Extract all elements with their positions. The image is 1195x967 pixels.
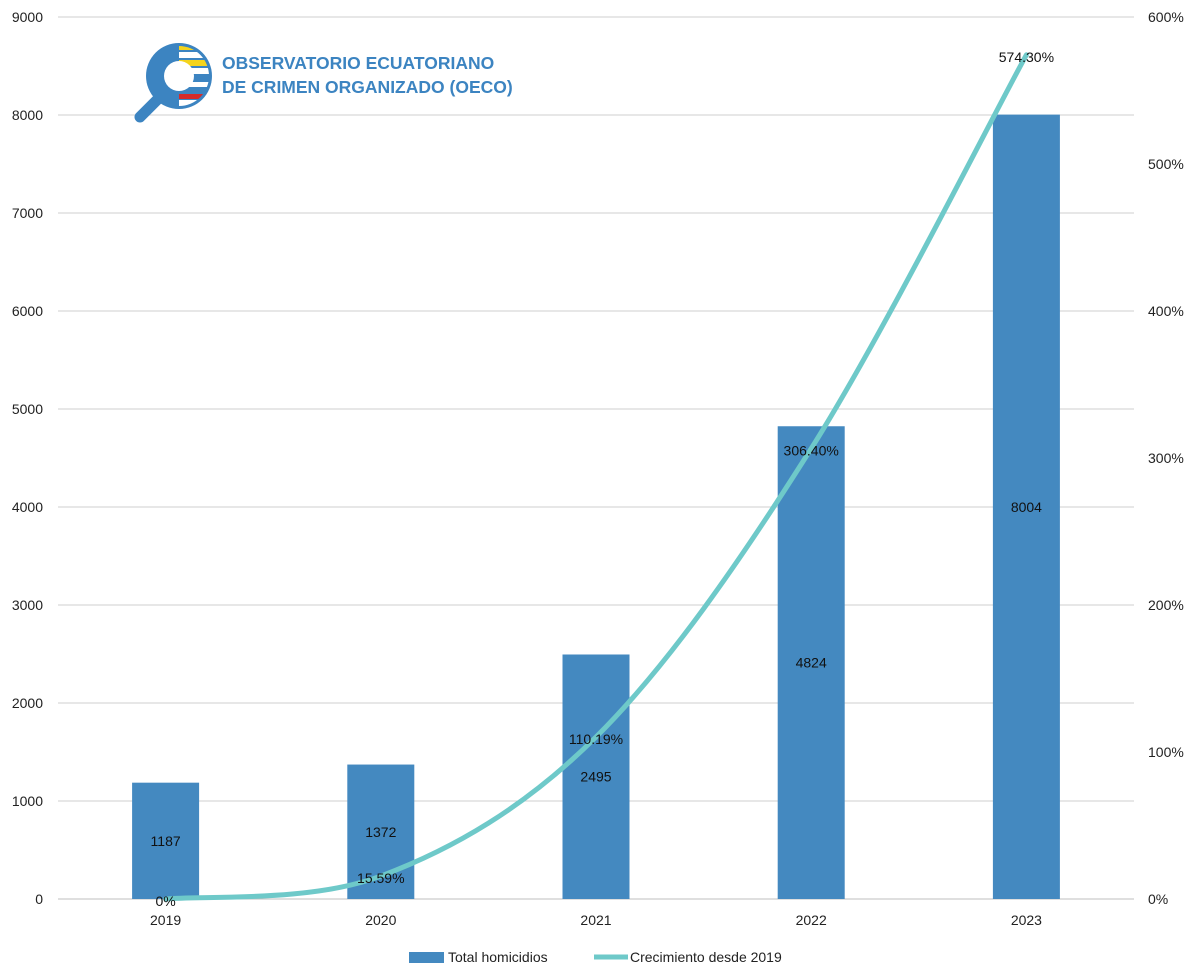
y-left-tick-label: 9000 xyxy=(12,9,43,25)
x-tick-label: 2023 xyxy=(1011,912,1042,928)
y-axis-left: 0 1000 2000 3000 4000 5000 6000 7000 8000 9000 xyxy=(12,9,43,907)
y-right-tick-label: 400% xyxy=(1148,303,1184,319)
line-value-label: 0% xyxy=(155,893,175,909)
y-left-tick-label: 8000 xyxy=(12,107,43,123)
y-right-tick-label: 200% xyxy=(1148,597,1184,613)
x-tick-label: 2020 xyxy=(365,912,396,928)
bar xyxy=(562,654,630,899)
bar-value-label: 2495 xyxy=(580,769,611,785)
line-value-label: 574.30% xyxy=(999,49,1054,65)
logo-title-line1: OBSERVATORIO ECUATORIANO xyxy=(222,53,494,73)
bar-value-label: 1372 xyxy=(365,824,396,840)
y-left-tick-label: 0 xyxy=(35,891,43,907)
line-value-label: 110.19% xyxy=(569,731,623,747)
y-left-tick-label: 7000 xyxy=(12,205,43,221)
x-tick-label: 2021 xyxy=(580,912,611,928)
gridlines xyxy=(58,16,1134,900)
y-left-tick-label: 4000 xyxy=(12,499,43,515)
x-tick-label: 2022 xyxy=(796,912,827,928)
bar xyxy=(777,426,845,899)
line-value-label: 15.59% xyxy=(357,870,404,886)
oeco-logo: OBSERVATORIO ECUATORIANO DE CRIMEN ORGAN… xyxy=(134,43,513,123)
legend-label-bar: Total homicidios xyxy=(448,949,548,965)
bar-value-label: 8004 xyxy=(1011,499,1042,515)
bar-data-labels: 1187 1372 2495 4824 8004 xyxy=(151,499,1043,849)
magnifier-icon xyxy=(134,43,212,123)
y-left-tick-label: 6000 xyxy=(12,303,43,319)
logo-title-line2: DE CRIMEN ORGANIZADO (OECO) xyxy=(222,77,513,97)
line-data-labels: 0% 15.59% 110.19% 306.40% 574.30% xyxy=(155,49,1054,909)
bar xyxy=(992,114,1060,899)
y-left-tick-label: 1000 xyxy=(12,793,43,809)
line-crecimiento xyxy=(163,52,1029,902)
y-left-tick-label: 2000 xyxy=(12,695,43,711)
y-axis-right: 0% 100% 200% 300% 400% 500% 600% xyxy=(1148,9,1184,907)
legend-label-line: Crecimiento desde 2019 xyxy=(630,949,782,965)
y-left-tick-label: 5000 xyxy=(12,401,43,417)
x-tick-label: 2019 xyxy=(150,912,181,928)
legend: Total homicidios Crecimiento desde 2019 xyxy=(409,949,782,965)
x-axis: 2019 2020 2021 2022 2023 xyxy=(150,912,1042,928)
bars-total-homicidios xyxy=(132,114,1060,899)
legend-swatch-bar xyxy=(409,952,444,963)
line-value-label: 306.40% xyxy=(784,443,839,459)
y-left-tick-label: 3000 xyxy=(12,597,43,613)
y-right-tick-label: 600% xyxy=(1148,9,1184,25)
y-right-tick-label: 300% xyxy=(1148,450,1184,466)
bar-value-label: 4824 xyxy=(796,655,827,671)
line-crecimiento-path xyxy=(163,52,1029,902)
bar-value-label: 1187 xyxy=(151,833,181,849)
y-right-tick-label: 500% xyxy=(1148,156,1184,172)
bar xyxy=(132,782,200,899)
y-right-tick-label: 100% xyxy=(1148,744,1184,760)
y-right-tick-label: 0% xyxy=(1148,891,1168,907)
